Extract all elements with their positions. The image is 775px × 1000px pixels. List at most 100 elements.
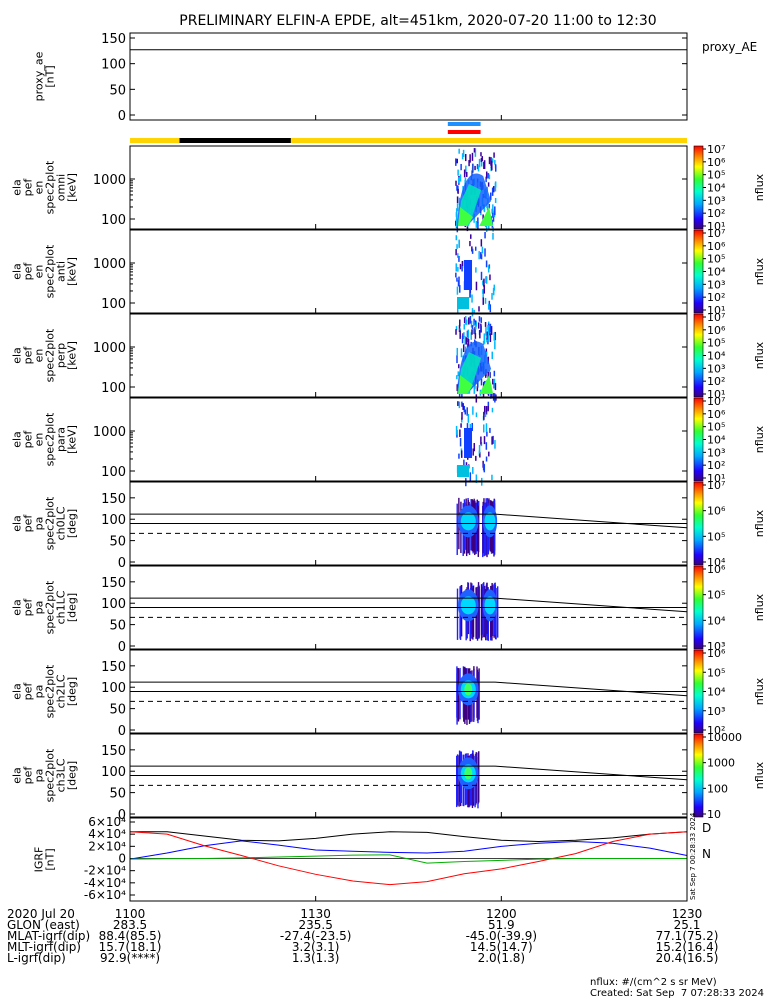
spec-speckle: [491, 436, 493, 445]
spec-speckle: [484, 412, 487, 418]
spec-speckle: [490, 326, 493, 335]
spec-speckle: [456, 196, 459, 204]
igrf-series-red: [129, 831, 688, 886]
pa-guide-line-solid: [130, 513, 688, 529]
colorbar-tick-label: 10⁷: [707, 479, 725, 492]
spec-speckle: [456, 277, 458, 282]
ephemeris-value: 1230: [671, 907, 703, 921]
colorbar-tick-label: 10²: [707, 724, 725, 737]
ylabel-line: pa: [33, 685, 46, 699]
spec-speckle: [490, 160, 493, 169]
ephemeris-value: 14.5(14.7): [469, 940, 533, 954]
pa-streak: [456, 673, 458, 725]
spec-speckle: [457, 169, 459, 176]
ylabel-line: anti: [55, 261, 68, 282]
colorbar-tick-label: 10⁶: [707, 563, 726, 576]
colorbar-title: nflux: [753, 173, 766, 201]
ephemeris-value: 1200: [486, 907, 517, 921]
ylabel-line: spec2plot: [44, 412, 57, 466]
ylabel-line: ela: [11, 515, 24, 532]
spec-speckle: [458, 197, 461, 206]
ylabel-line: [deg]: [66, 593, 79, 622]
spec-speckle: [466, 330, 469, 338]
spec-speckle: [466, 423, 469, 430]
spec-speckle: [464, 336, 466, 345]
spec-speckle: [468, 317, 470, 325]
spec-speckle: [467, 338, 470, 348]
ephemeris-value: 1130: [300, 907, 331, 921]
spec-speckle: [462, 149, 465, 157]
spec-speckle: [478, 251, 480, 260]
figure-title: PRELIMINARY ELFIN-A EPDE, alt=451km, 202…: [179, 13, 656, 29]
spec-speckle: [469, 288, 471, 298]
ylabel-line: pef: [22, 514, 35, 533]
spec-speckle: [480, 436, 482, 445]
spec-speckle: [487, 405, 489, 412]
spec-speckle: [469, 472, 472, 482]
spec-speckle: [458, 401, 461, 409]
spec-speckle: [457, 188, 459, 194]
spec-speckle: [463, 169, 466, 178]
ylabel-line: [nT]: [44, 65, 57, 87]
spec-speckle: [464, 316, 467, 325]
colorbar-scale: [693, 397, 704, 482]
y-tick-label: 100: [101, 381, 126, 396]
colorbar-tick-label: 10⁵: [707, 530, 725, 543]
spec-speckle: [463, 405, 466, 413]
ylabel-line: ela: [11, 347, 24, 364]
pa-streak: [458, 755, 460, 807]
spec-speckle: [466, 171, 468, 177]
spec-speckle: [488, 203, 491, 209]
y-tick-label: 100: [101, 213, 126, 228]
ephemeris-value: -45.0(-39.9): [465, 929, 538, 943]
spec-speckle: [472, 448, 474, 456]
spec-speckle: [483, 161, 485, 169]
spec-speckle: [465, 165, 467, 174]
ylabel-line: en: [33, 265, 46, 279]
spec-speckle: [487, 401, 490, 410]
y-tick-label: 6×10⁴: [88, 815, 126, 829]
spec-speckle: [474, 327, 476, 335]
spec-speckle: [480, 239, 483, 247]
spec-speckle: [485, 351, 488, 356]
spec-speckle: [472, 466, 474, 474]
spec-speckle: [455, 329, 457, 335]
pa-ch0-frame: [129, 481, 688, 566]
spec-speckle: [487, 173, 490, 179]
y-tick-label: 100: [101, 513, 126, 528]
spec-speckle: [482, 280, 484, 285]
spec-speckle: [475, 281, 478, 291]
ylabel-line: [deg]: [66, 761, 79, 790]
pa-streak: [477, 505, 479, 557]
spec-speckle: [473, 309, 475, 315]
spec-speckle: [486, 431, 488, 437]
spec-speckle: [461, 393, 463, 398]
y-tick-label: -2×10⁴: [84, 864, 126, 878]
spec-speckle: [466, 407, 468, 416]
spec-omni-frame: [129, 145, 688, 230]
ylabel-line: [deg]: [66, 677, 79, 706]
colorbar-scale: [693, 481, 704, 566]
spec-speckle: [485, 276, 488, 284]
spec-speckle: [483, 160, 486, 169]
ephemeris-value: 235.5: [298, 918, 333, 932]
spec-speckle: [455, 425, 458, 435]
spec-speckle: [470, 234, 472, 239]
spec-speckle: [489, 323, 492, 333]
spec-speckle: [486, 205, 489, 211]
colorbar-tick-label: 10¹: [707, 220, 725, 233]
spec-speckle: [478, 306, 480, 312]
spec-speckle: [457, 177, 460, 184]
spec-speckle: [458, 325, 461, 332]
spec-speckle: [464, 179, 466, 186]
spec-speckle: [483, 336, 486, 344]
ylabel-line: ela: [11, 767, 24, 784]
spec-speckle: [458, 364, 460, 369]
spec-speckle: [474, 148, 477, 157]
y-tick-label: 100: [101, 297, 126, 312]
spec-speckle: [492, 216, 495, 222]
